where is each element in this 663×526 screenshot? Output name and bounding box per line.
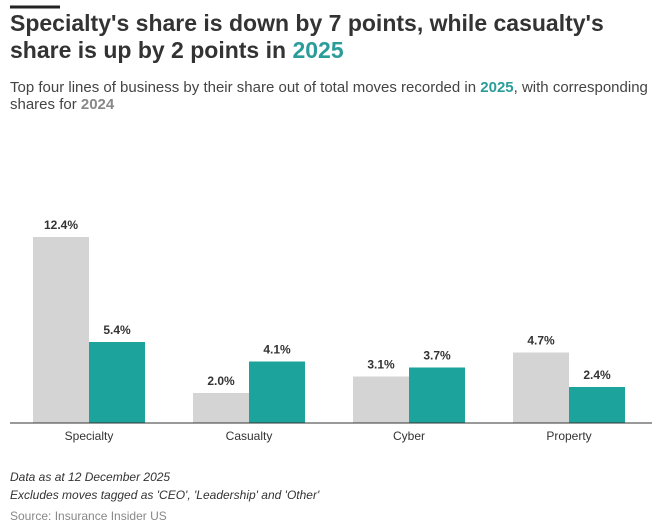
- legend-entry: 2024: [80, 96, 115, 113]
- x-tick-label: Casualty: [226, 429, 273, 443]
- data-label: 5.4%: [103, 323, 131, 337]
- note: Excludes moves tagged as 'CEO', 'Leaders…: [10, 488, 320, 502]
- data-label: 2.4%: [583, 368, 611, 382]
- data-label: 4.7%: [527, 334, 555, 348]
- x-tick-label: Cyber: [393, 429, 425, 443]
- data-label: 2.0%: [207, 374, 235, 388]
- bar: [249, 361, 305, 423]
- bar: [569, 387, 625, 423]
- note: Data as at 12 December 2025: [10, 470, 171, 484]
- bar: [33, 237, 89, 423]
- chart-title: Specialty's share is down by 7 points, w…: [10, 10, 604, 63]
- data-label: 3.7%: [423, 349, 451, 363]
- title-block: Specialty's share is down by 7 points, w…: [10, 10, 630, 64]
- bar: [89, 342, 145, 423]
- data-label: 3.1%: [367, 358, 395, 372]
- data-label: 12.4%: [44, 218, 78, 232]
- x-tick-label: Property: [546, 429, 591, 443]
- subtitle: Top four lines of business by their shar…: [10, 79, 477, 96]
- subtitle: , with corresponding shares for: [10, 79, 648, 113]
- title-highlight: 2025: [292, 37, 344, 63]
- bar: [513, 352, 569, 423]
- x-tick-label: Specialty: [65, 429, 114, 443]
- bar: [409, 367, 465, 423]
- data-label: 4.1%: [263, 343, 291, 357]
- subtitle-block: Top four lines of business by their shar…: [10, 79, 655, 113]
- source: Source: Insurance Insider US: [10, 509, 167, 523]
- bar: [193, 393, 249, 423]
- bar: [353, 376, 409, 423]
- legend-entry: 2025: [480, 79, 514, 96]
